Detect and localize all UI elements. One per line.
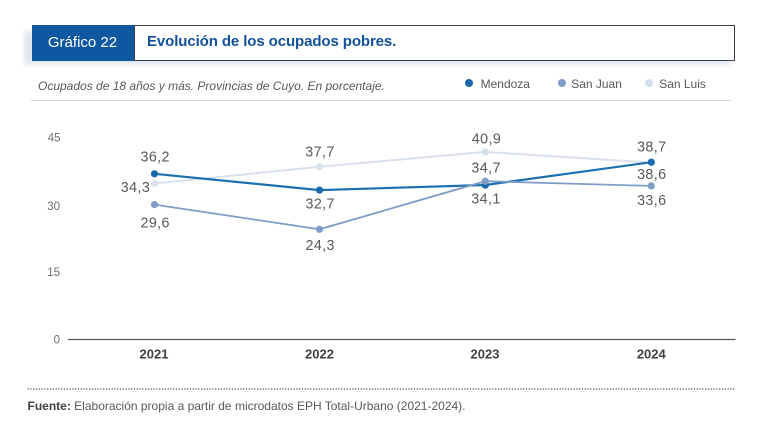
svg-text:15: 15 [47, 267, 60, 279]
svg-text:2023: 2023 [471, 347, 500, 362]
svg-text:33,6: 33,6 [637, 193, 666, 209]
svg-text:36,2: 36,2 [140, 150, 169, 166]
svg-text:29,6: 29,6 [140, 215, 169, 231]
svg-text:34,1: 34,1 [471, 191, 500, 207]
svg-text:37,7: 37,7 [305, 144, 334, 160]
svg-text:2024: 2024 [637, 347, 667, 362]
svg-text:0: 0 [54, 335, 60, 347]
svg-text:30: 30 [47, 201, 60, 213]
svg-text:34,7: 34,7 [471, 161, 500, 177]
svg-text:38,7: 38,7 [637, 140, 666, 156]
svg-text:40,9: 40,9 [472, 131, 501, 147]
svg-text:45: 45 [48, 133, 61, 145]
svg-text:34,3: 34,3 [121, 180, 150, 196]
svg-text:2022: 2022 [305, 347, 334, 362]
svg-text:38,6: 38,6 [637, 167, 666, 183]
svg-text:24,3: 24,3 [305, 238, 334, 254]
svg-text:2021: 2021 [140, 347, 169, 362]
svg-text:32,7: 32,7 [305, 196, 334, 212]
